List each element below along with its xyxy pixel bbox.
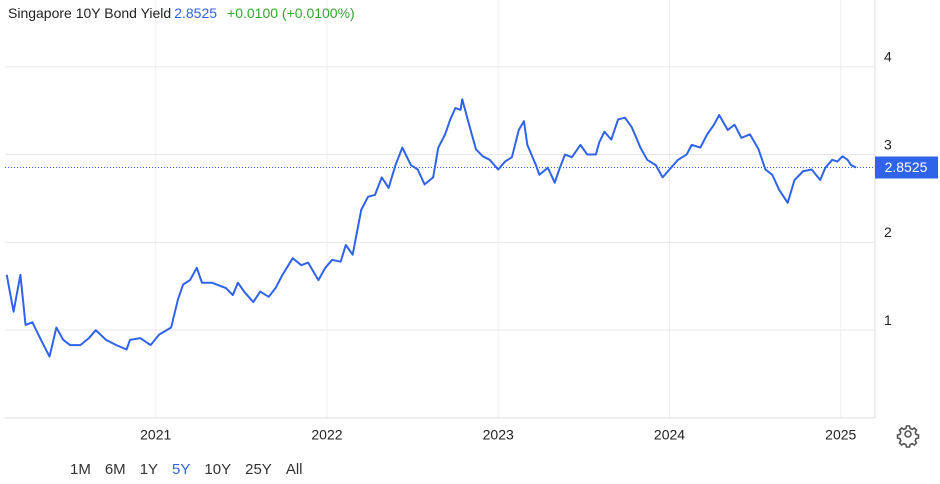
range-button[interactable]: 25Y: [245, 461, 272, 478]
chart-title: Singapore 10Y Bond Yield: [8, 5, 172, 21]
range-button[interactable]: 1M: [70, 461, 91, 478]
y-tick-label: 1: [884, 312, 892, 328]
range-button[interactable]: All: [285, 461, 303, 478]
range-button[interactable]: 5Y: [172, 461, 191, 478]
last-price-tag: [875, 156, 938, 179]
range-selector: 1M 6M 1Y 5Y 10Y 25Y All: [70, 461, 302, 478]
x-tick-label: 2024: [654, 427, 685, 443]
range-button[interactable]: 6M: [104, 461, 126, 478]
change: +0.0100 (+0.0100%): [227, 5, 355, 21]
header: Singapore 10Y Bond Yield 2.8525 +0.0100 (+…: [8, 5, 355, 21]
last-value: 2.8525: [174, 5, 218, 21]
settings-icon[interactable]: [896, 425, 920, 448]
line: [5, 98, 857, 358]
y-tick-label: 2: [884, 224, 892, 240]
x-tick-label: 2021: [140, 427, 171, 443]
x-tick-label: 2023: [483, 427, 514, 443]
range-button[interactable]: 1Y: [139, 461, 159, 478]
last-price-label: 2.8525: [885, 159, 928, 175]
y-tick-label: 4: [884, 48, 892, 64]
y-tick-label: 3: [884, 136, 892, 152]
range-button[interactable]: 10Y: [204, 461, 232, 478]
x-tick-label: 2022: [311, 427, 342, 443]
x-tick-label: 2025: [825, 427, 856, 443]
